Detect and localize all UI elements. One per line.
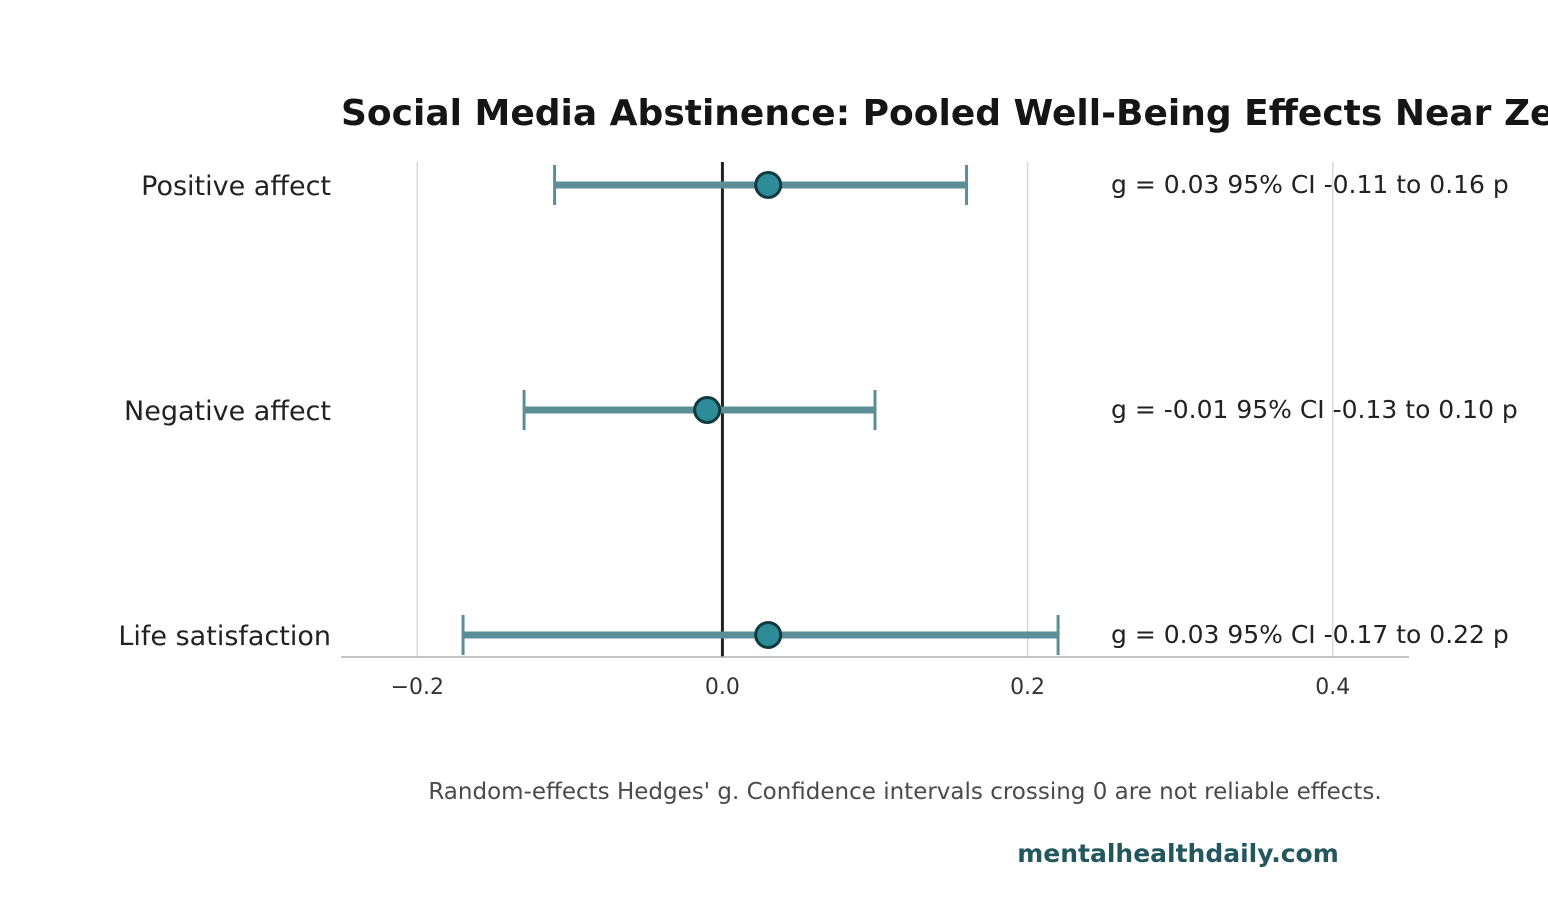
effect-point <box>754 171 783 199</box>
effect-annotations: g = 0.03 95% CI -0.11 to 0.16 p g = -0.01… <box>1111 170 1518 649</box>
chart-note: Random-effects Hedges' g. Confidence int… <box>428 779 1381 805</box>
x-tick-label: 0.4 <box>1315 675 1350 700</box>
effect-annotation: g = 0.03 95% CI -0.17 to 0.22 p <box>1111 620 1509 649</box>
category-label: Negative affect <box>124 396 331 427</box>
effect-point <box>754 621 783 649</box>
chart-title: Social Media Abstinence: Pooled Well-Bei… <box>341 93 1548 134</box>
effect-annotation: g = 0.03 95% CI -0.11 to 0.16 p <box>1111 170 1509 199</box>
category-labels: Positive affect Negative affect Life satis… <box>118 171 331 652</box>
category-label: Positive affect <box>141 171 331 202</box>
x-axis: −0.2 0.0 0.2 0.4 <box>341 656 1409 700</box>
effect-annotation: g = -0.01 95% CI -0.13 to 0.10 p <box>1111 395 1518 424</box>
x-tick-label: 0.0 <box>705 675 740 700</box>
grid-lines <box>416 162 1334 657</box>
confidence-intervals <box>461 165 1060 655</box>
source-brand: mentalhealthdaily.com <box>1017 839 1339 868</box>
x-tick-label: −0.2 <box>391 675 444 700</box>
x-tick-label: 0.2 <box>1010 675 1045 700</box>
effect-point <box>693 396 722 424</box>
category-label: Life satisfaction <box>118 621 331 652</box>
effect-points <box>693 171 783 649</box>
